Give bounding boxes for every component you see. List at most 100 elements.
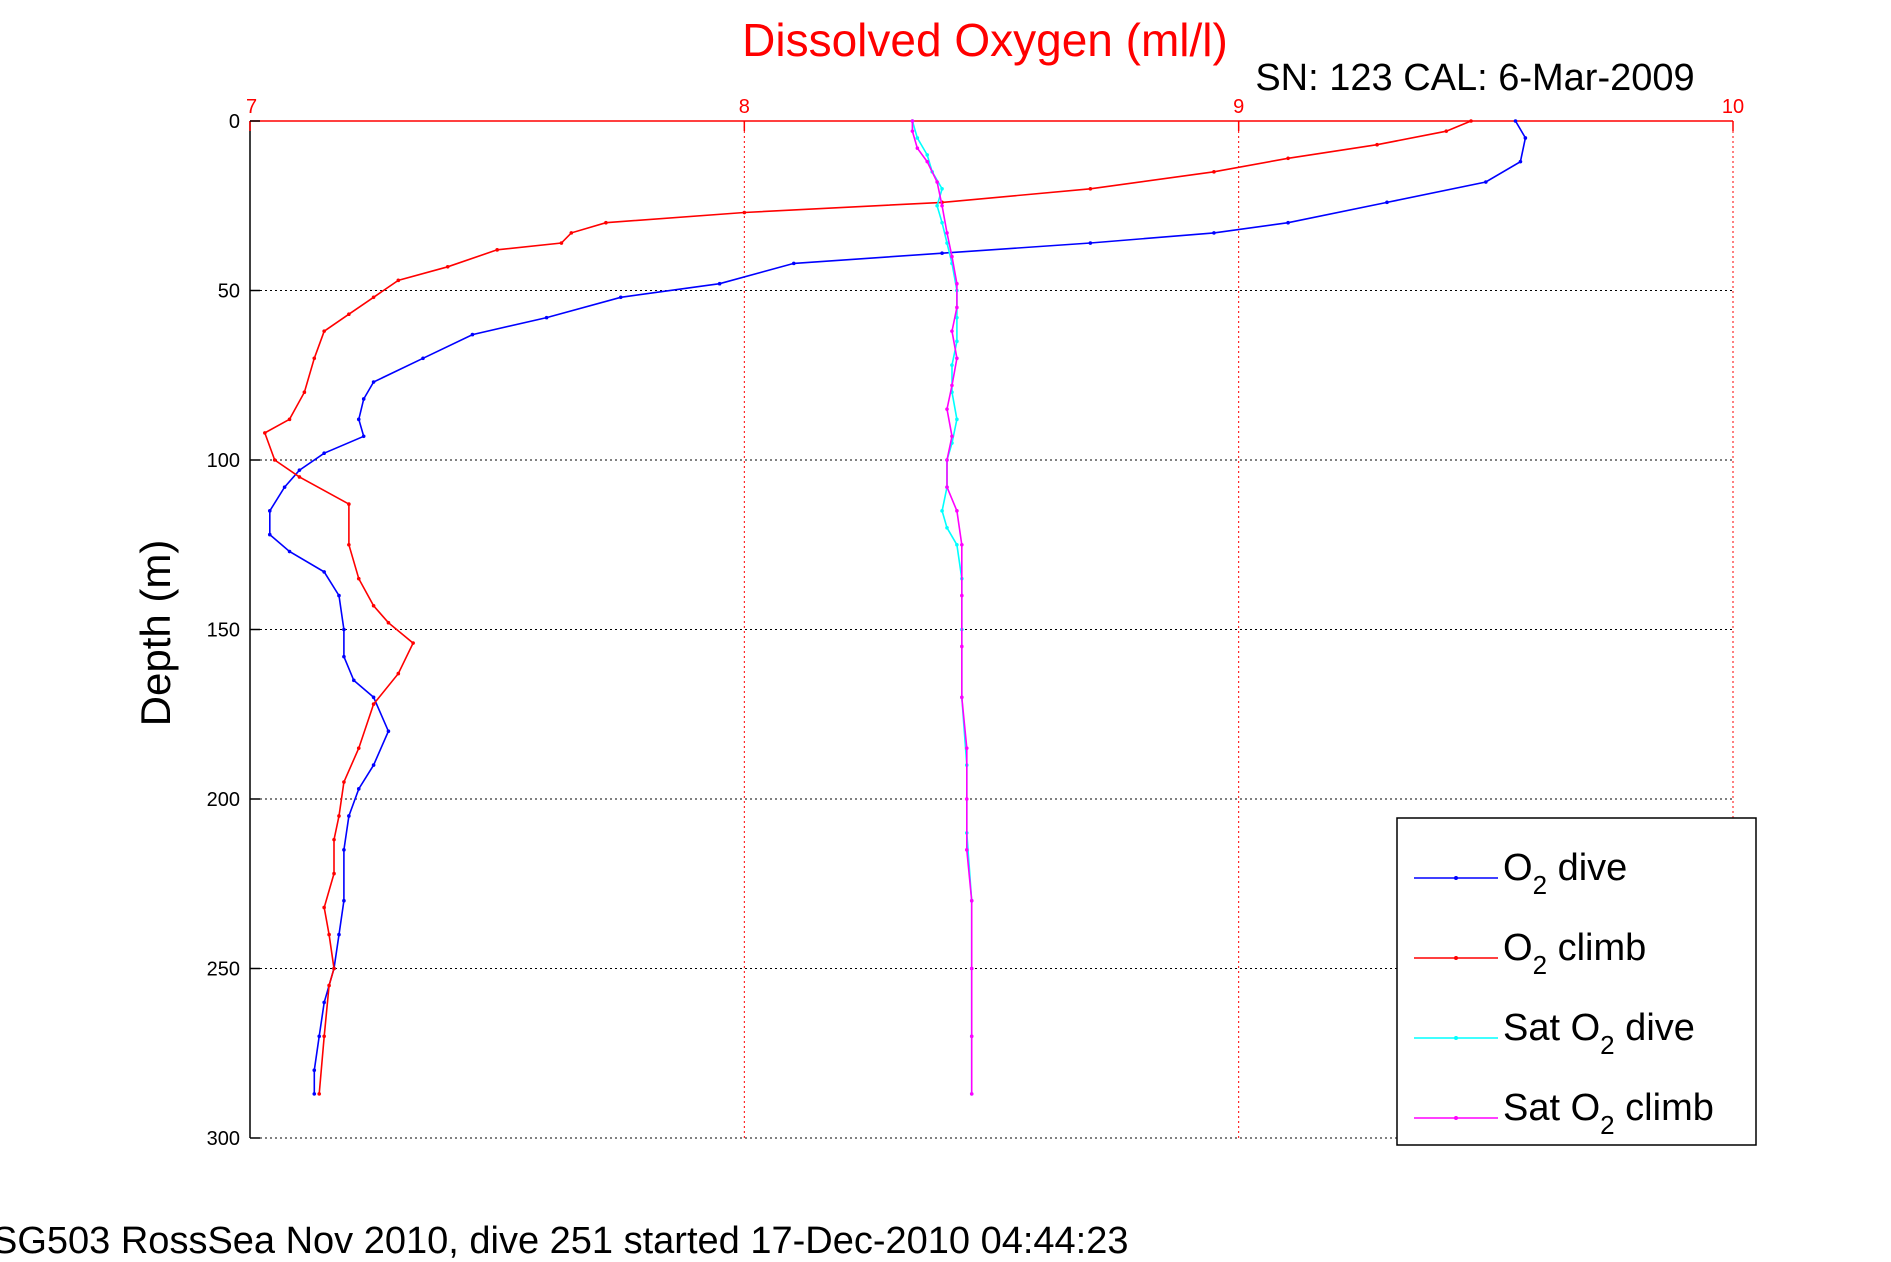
data-point-o2-dive [337, 593, 341, 598]
data-point-sat-climb [925, 159, 930, 164]
data-point-o2-climb [347, 502, 351, 506]
data-point-o2-dive [421, 356, 425, 361]
data-point-sat-climb [915, 146, 920, 150]
data-point-o2-dive [347, 814, 351, 818]
chart-title: Dissolved Oxygen (ml/l) [742, 14, 1228, 66]
data-point-o2-dive [371, 380, 376, 384]
data-point-o2-dive [312, 1092, 317, 1096]
legend-entry-sat-dive: Sat O2 dive [1503, 1007, 1695, 1060]
data-point-o2-dive [322, 1000, 326, 1005]
data-point-sat-dive [945, 526, 949, 530]
data-point-sat-climb [969, 1092, 974, 1096]
data-point-o2-dive [337, 932, 341, 937]
data-point-o2-dive [1513, 119, 1518, 123]
x-tick-label: 10 [1722, 96, 1744, 118]
series-line-o2-climb [263, 120, 1472, 1094]
data-point-o2-dive [717, 281, 722, 286]
data-point-o2-climb [396, 671, 401, 676]
x-tick-label: 9 [1233, 96, 1244, 118]
data-point-o2-climb [332, 966, 336, 971]
data-point-sat-climb [960, 695, 964, 700]
data-point-o2-dive [791, 261, 796, 266]
data-point-o2-climb [495, 248, 499, 252]
data-point-sat-climb [955, 305, 959, 310]
data-point-o2-dive [1385, 200, 1389, 205]
data-point-o2-dive [322, 570, 326, 574]
data-point-o2-climb [569, 231, 574, 235]
data-point-o2-dive [1484, 180, 1488, 184]
chart-subtitle: SN: 123 CAL: 6-Mar-2009 [1255, 57, 1694, 99]
data-point-o2-climb [604, 220, 608, 225]
data-point-o2-climb [312, 356, 317, 361]
data-point-o2-climb [342, 780, 346, 784]
data-point-o2-climb [337, 814, 341, 818]
data-point-o2-climb [322, 905, 326, 910]
data-point-sat-climb [964, 746, 969, 750]
data-point-o2-climb [322, 329, 326, 333]
data-point-o2-dive [1088, 241, 1093, 245]
data-point-o2-climb [302, 390, 307, 395]
data-point-o2-dive [1518, 159, 1523, 164]
data-point-o2-climb [371, 295, 376, 300]
data-point-o2-dive [322, 451, 326, 456]
data-point-sat-dive [955, 339, 959, 344]
legend-entry-sat-climb: Sat O2 climb [1503, 1087, 1714, 1140]
data-point-o2-climb [1469, 119, 1473, 123]
data-point-o2-dive [940, 251, 944, 256]
data-point-o2-dive [361, 397, 366, 401]
data-point-sat-climb [969, 1034, 974, 1039]
y-tick-label: 50 [218, 281, 240, 303]
legend-marker [1454, 1116, 1458, 1120]
data-point-sat-climb [964, 848, 969, 852]
data-point-o2-climb [356, 746, 361, 750]
y-axis-label: Depth (m) [132, 540, 179, 727]
data-point-o2-climb [1375, 142, 1379, 147]
data-point-o2-dive [544, 315, 549, 320]
data-point-o2-dive [618, 295, 623, 300]
data-point-o2-dive [1523, 136, 1528, 140]
data-point-sat-dive [935, 203, 939, 208]
data-point-o2-dive [317, 1034, 322, 1039]
data-point-o2-dive [1286, 220, 1290, 225]
data-point-sat-climb [969, 966, 974, 971]
y-tick-label: 150 [207, 620, 240, 642]
y-tick-label: 300 [207, 1128, 240, 1150]
data-point-o2-climb [317, 1092, 322, 1096]
data-point-o2-dive [356, 417, 361, 422]
data-point-o2-climb [1286, 156, 1290, 161]
data-point-o2-dive [1212, 231, 1216, 235]
data-point-sat-climb [960, 542, 964, 547]
data-point-o2-climb [742, 210, 747, 215]
data-point-o2-dive [356, 787, 361, 791]
data-point-o2-dive [282, 485, 287, 489]
data-point-sat-climb [955, 509, 959, 513]
data-point-sat-climb [950, 434, 954, 439]
data-point-sat-dive [955, 417, 959, 422]
legend-entry-o2-climb: O2 climb [1503, 927, 1646, 980]
data-point-sat-climb [950, 383, 954, 388]
data-point-o2-dive [352, 678, 356, 683]
data-point-sat-dive [915, 136, 920, 140]
data-point-o2-dive [361, 434, 366, 439]
data-point-sat-dive [955, 315, 959, 320]
data-point-sat-climb [960, 593, 964, 598]
data-point-sat-dive [940, 187, 944, 191]
data-point-o2-climb [327, 983, 331, 988]
y-tick-label: 100 [207, 450, 240, 472]
data-point-o2-dive [371, 695, 376, 700]
dive-info-footer: SG503 RossSea Nov 2010, dive 251 started… [0, 1220, 1129, 1262]
data-point-sat-dive [945, 241, 949, 245]
legend-marker [1454, 956, 1458, 960]
data-point-o2-dive [287, 549, 292, 554]
plot-series [263, 119, 1528, 1096]
data-point-o2-climb [347, 542, 351, 547]
x-tick-label: 8 [739, 96, 750, 118]
data-point-o2-climb [411, 641, 415, 645]
data-point-sat-climb [945, 485, 949, 489]
data-point-o2-climb [332, 837, 336, 842]
data-point-o2-climb [1088, 187, 1093, 191]
data-point-o2-dive [267, 509, 272, 513]
data-point-o2-climb [347, 312, 351, 317]
